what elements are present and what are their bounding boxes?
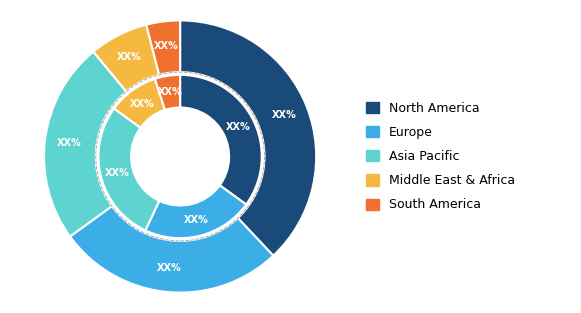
Wedge shape: [146, 20, 180, 75]
Text: XX%: XX%: [226, 122, 250, 132]
Wedge shape: [180, 75, 262, 204]
Wedge shape: [94, 25, 159, 91]
Wedge shape: [145, 185, 246, 238]
Text: XX%: XX%: [184, 215, 209, 225]
Text: XX%: XX%: [157, 87, 182, 97]
Wedge shape: [70, 206, 273, 293]
Text: XX%: XX%: [157, 263, 182, 273]
Text: XX%: XX%: [117, 52, 142, 62]
Wedge shape: [155, 75, 180, 110]
Text: XX%: XX%: [271, 110, 296, 121]
Text: XX%: XX%: [105, 168, 129, 178]
Wedge shape: [98, 109, 159, 230]
Legend: North America, Europe, Asia Pacific, Middle East & Africa, South America: North America, Europe, Asia Pacific, Mid…: [367, 101, 515, 212]
Text: XX%: XX%: [154, 41, 178, 51]
Text: XX%: XX%: [130, 99, 154, 109]
Wedge shape: [114, 79, 165, 128]
Text: XX%: XX%: [57, 137, 82, 147]
Wedge shape: [180, 20, 316, 256]
Wedge shape: [44, 52, 126, 237]
